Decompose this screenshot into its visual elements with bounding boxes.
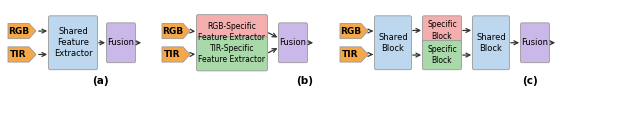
- Polygon shape: [162, 23, 190, 39]
- Text: TIR: TIR: [10, 50, 27, 59]
- FancyBboxPatch shape: [278, 23, 307, 63]
- Polygon shape: [162, 47, 190, 62]
- Text: (a): (a): [92, 76, 108, 86]
- FancyBboxPatch shape: [472, 16, 509, 70]
- FancyBboxPatch shape: [49, 16, 97, 70]
- Text: Specific
Block: Specific Block: [427, 20, 457, 40]
- Text: RGB: RGB: [162, 27, 183, 36]
- FancyBboxPatch shape: [422, 16, 461, 45]
- Text: Shared
Block: Shared Block: [378, 33, 408, 53]
- FancyBboxPatch shape: [106, 23, 136, 63]
- FancyBboxPatch shape: [520, 23, 550, 63]
- Text: RGB: RGB: [8, 27, 29, 36]
- Text: Fusion: Fusion: [108, 38, 134, 47]
- Text: (c): (c): [522, 76, 538, 86]
- Text: TIR-Specific
Feature Extractor: TIR-Specific Feature Extractor: [198, 44, 266, 64]
- Text: Specific
Block: Specific Block: [427, 45, 457, 65]
- Text: Shared
Feature
Extractor: Shared Feature Extractor: [54, 27, 92, 58]
- Text: RGB: RGB: [340, 27, 361, 36]
- Text: (b): (b): [296, 76, 314, 86]
- Text: Fusion: Fusion: [522, 38, 548, 47]
- FancyBboxPatch shape: [422, 40, 461, 70]
- Polygon shape: [8, 23, 36, 39]
- Text: TIR: TIR: [164, 50, 180, 59]
- FancyBboxPatch shape: [196, 37, 268, 71]
- Polygon shape: [8, 47, 36, 62]
- Polygon shape: [340, 47, 368, 62]
- Polygon shape: [340, 23, 368, 39]
- Text: RGB-Specific
Feature Extractor: RGB-Specific Feature Extractor: [198, 22, 266, 42]
- Text: Shared
Block: Shared Block: [476, 33, 506, 53]
- FancyBboxPatch shape: [196, 15, 268, 49]
- FancyBboxPatch shape: [374, 16, 412, 70]
- Text: TIR: TIR: [342, 50, 359, 59]
- Text: Fusion: Fusion: [280, 38, 307, 47]
